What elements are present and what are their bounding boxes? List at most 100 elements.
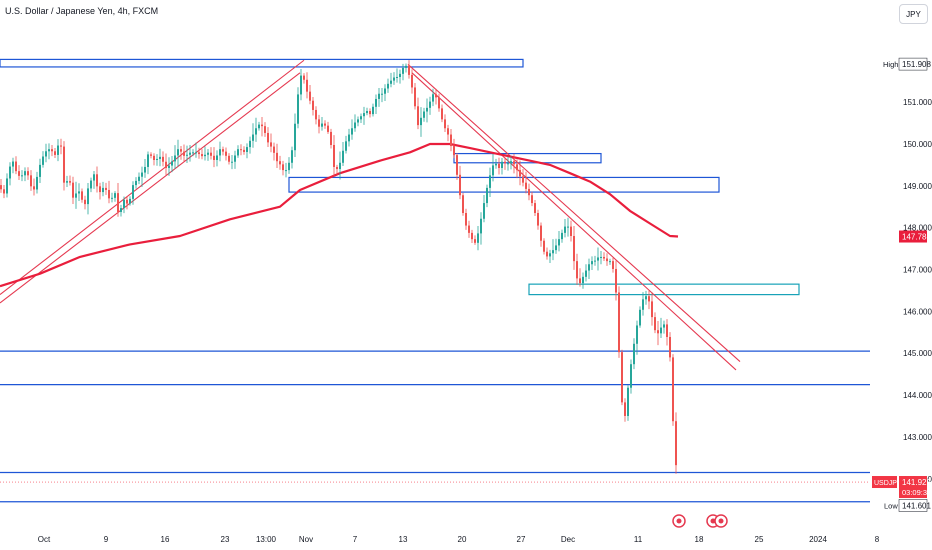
candle-body <box>333 144 335 167</box>
candle-body <box>381 93 383 95</box>
candle-body <box>555 245 557 251</box>
candle-body <box>489 175 491 188</box>
candle-body <box>336 166 338 170</box>
currency-button[interactable]: JPY <box>899 4 928 24</box>
candle-body <box>366 110 368 114</box>
candle-body <box>246 147 248 152</box>
candle-body <box>153 155 155 160</box>
candle-body <box>660 327 662 334</box>
candle-body <box>18 171 20 176</box>
candle-body <box>462 195 464 214</box>
candle-body <box>552 250 554 254</box>
candle-body <box>558 239 560 246</box>
candle-body <box>339 162 341 170</box>
candle-body <box>459 174 461 196</box>
candle-body <box>510 161 512 164</box>
candle-body <box>534 203 536 214</box>
candle-body <box>447 128 449 135</box>
candle-body <box>588 264 590 271</box>
candle-body <box>636 325 638 344</box>
candle-body <box>513 161 515 165</box>
candle-body <box>531 195 533 204</box>
candle-body <box>528 188 530 196</box>
candle-body <box>138 176 140 181</box>
candle-body <box>318 119 320 127</box>
candle-body <box>228 155 230 162</box>
candle-body <box>327 125 329 132</box>
candle-body <box>618 292 620 353</box>
candle-body <box>348 134 350 142</box>
high-label: High <box>883 60 898 69</box>
candle-body <box>324 123 326 126</box>
x-tick-label: 9 <box>104 535 109 544</box>
candle-body <box>24 171 26 176</box>
candle-body <box>645 296 647 300</box>
candle-body <box>435 94 437 98</box>
candle-body <box>603 256 605 259</box>
candle-body <box>372 106 374 115</box>
candle-body <box>591 261 593 265</box>
candle-body <box>42 156 44 165</box>
candle-body <box>567 226 569 228</box>
candle-body <box>507 163 509 165</box>
candle-body <box>309 91 311 101</box>
candle-body <box>564 226 566 233</box>
chart-title: U.S. Dollar / Japanese Yen, 4h, FXCM <box>5 6 159 16</box>
y-tick-label: 147.000 <box>903 266 932 275</box>
candle-body <box>360 116 362 120</box>
candle-body <box>216 155 218 160</box>
candle-body <box>582 276 584 284</box>
candle-body <box>675 421 677 466</box>
y-tick-label: 149.000 <box>903 182 932 191</box>
time-axis[interactable]: Oct 9 16 23 13:00 Nov 7 13 20 27 Dec 11 18 25 2024 8 <box>38 535 880 544</box>
candle-body <box>174 155 176 162</box>
candle-body <box>519 170 521 177</box>
candle-body <box>120 208 122 212</box>
zone-teal-zone <box>528 283 800 296</box>
candle-body <box>213 155 215 160</box>
candle-body <box>402 67 404 74</box>
candle-body <box>456 155 458 175</box>
candle-body <box>147 154 149 167</box>
candle-body <box>357 119 359 123</box>
candle-body <box>441 108 443 120</box>
candle-body <box>429 101 431 108</box>
x-tick-label: 20 <box>458 535 467 544</box>
x-tick-label: 18 <box>695 535 704 544</box>
candle-body <box>186 154 188 156</box>
candle-body <box>123 199 125 209</box>
candle-body <box>390 80 392 84</box>
zone-mid-high-zone <box>453 152 602 164</box>
candle-body <box>267 132 269 143</box>
candle-body <box>666 324 668 337</box>
candle-body <box>315 109 317 120</box>
candle-body <box>549 253 551 257</box>
candle-body <box>234 155 236 162</box>
candle-body <box>330 131 332 145</box>
candle-body <box>243 149 245 152</box>
candle-body <box>288 162 290 171</box>
candle-body <box>231 161 233 163</box>
candle-body <box>117 193 119 212</box>
candle-body <box>183 151 185 156</box>
x-tick-label: Oct <box>38 535 51 544</box>
candle-body <box>672 357 674 422</box>
economic-events[interactable] <box>672 514 728 528</box>
candle-body <box>273 146 275 153</box>
ma-value: 147.788 <box>902 233 931 242</box>
candle-body <box>384 88 386 94</box>
candle-body <box>432 94 434 102</box>
candle-body <box>657 330 659 334</box>
candle-body <box>219 149 221 156</box>
trend-lines-layer <box>0 59 741 371</box>
candle-body <box>54 151 56 155</box>
candle-body <box>570 226 572 237</box>
candle-body <box>483 203 485 219</box>
candle-body <box>111 197 113 199</box>
candle-body <box>105 187 107 190</box>
candle-body <box>423 111 425 118</box>
candle-body <box>600 256 602 258</box>
candle-body <box>270 142 272 147</box>
price-axis[interactable]: 142.000143.000144.000145.000146.000147.0… <box>903 98 932 484</box>
